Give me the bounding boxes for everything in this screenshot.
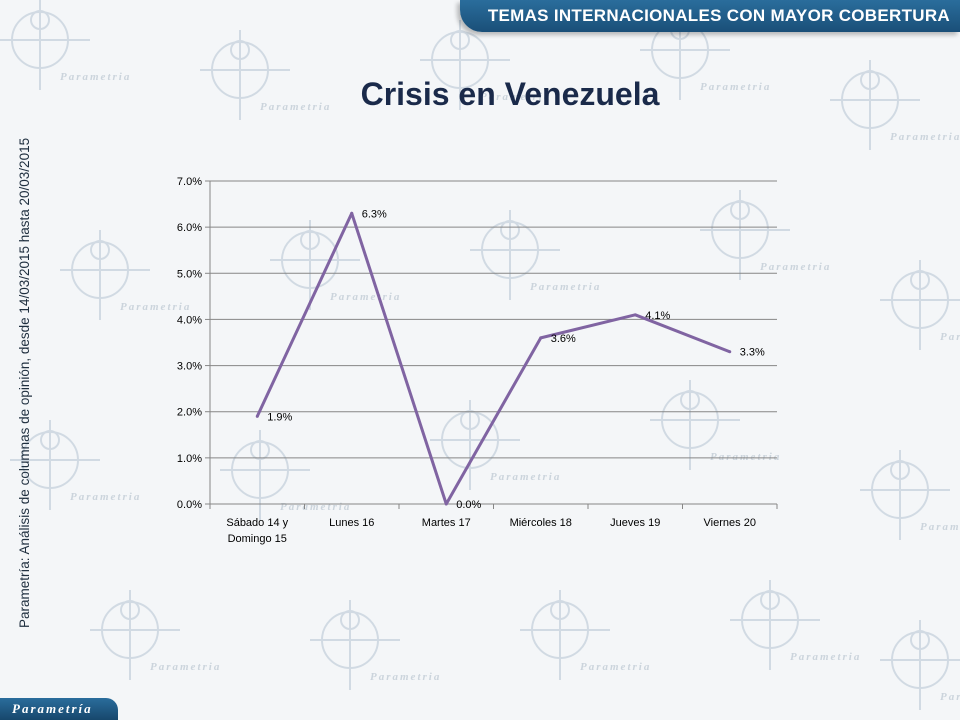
svg-text:Parametria: Parametria <box>580 661 651 673</box>
watermark-tile: Parametria <box>880 620 960 710</box>
svg-text:Parametria: Parametria <box>940 691 960 703</box>
y-tick-label: 6.0% <box>177 222 202 234</box>
x-tick-label-line: Sábado 14 y <box>226 517 288 529</box>
svg-text:Parametria: Parametria <box>710 451 781 463</box>
page-title: Crisis en Venezuela <box>360 76 660 112</box>
watermark-tile: Parametria <box>830 60 960 150</box>
x-tick-label: Lunes 16 <box>329 517 374 529</box>
x-tick-label-line: Martes 17 <box>422 517 471 529</box>
svg-text:Parametria: Parametria <box>490 471 561 483</box>
y-tick-label: 3.0% <box>177 361 202 373</box>
axes <box>205 180 778 509</box>
y-tick-label: 0.0% <box>177 499 202 511</box>
x-tick-label: Miércoles 18 <box>510 517 572 529</box>
svg-text:Parametria: Parametria <box>920 521 960 533</box>
watermark-tile: Parametria <box>0 0 131 90</box>
data-label: 3.6% <box>551 333 576 345</box>
data-label: 3.3% <box>740 347 765 359</box>
series-line <box>255 211 731 506</box>
x-tick-label-line: Domingo 15 <box>228 533 287 545</box>
y-tick-label: 2.0% <box>177 407 202 419</box>
data-label: 0.0% <box>456 499 481 511</box>
x-tick-label: Jueves 19 <box>610 517 660 529</box>
svg-text:Parametria: Parametria <box>480 91 551 103</box>
x-tick-label-line: Jueves 19 <box>610 517 660 529</box>
y-tick-label: 7.0% <box>177 176 202 188</box>
watermark-tile: Parametria <box>270 220 401 310</box>
svg-text:Parametria: Parametria <box>70 491 141 503</box>
series-layer <box>255 211 732 506</box>
data-labels: 1.9% 6.3% 0.0% 3.6% 4.1% 3.3% <box>267 208 765 511</box>
section-banner: TEMAS INTERNACIONALES CON MAYOR COBERTUR… <box>460 0 960 32</box>
watermark-tile: Parametria <box>860 450 960 540</box>
watermark-tile: Parametria <box>60 230 191 320</box>
svg-text:Parametria: Parametria <box>760 261 831 273</box>
x-tick-label: Sábado 14 y Domingo 15 <box>226 517 288 545</box>
svg-text:Parametria: Parametria <box>60 71 131 83</box>
data-point <box>444 502 448 506</box>
svg-text:Parametria: Parametria <box>790 651 861 663</box>
x-tick-label-line: Viernes 20 <box>704 517 756 529</box>
x-tick-label: Martes 17 <box>422 517 471 529</box>
x-tick-label-line: Miércoles 18 <box>510 517 572 529</box>
data-point <box>633 313 637 317</box>
tick-labels: 0.0% 1.0% 2.0% 3.0% 4.0% 5.0% 6.0% 7.0% Sábado 1… <box>177 176 756 545</box>
data-point <box>539 336 543 340</box>
parametria-logo: Parametría <box>0 698 118 720</box>
svg-text:Parametria: Parametria <box>530 281 601 293</box>
x-tick-label: Viernes 20 <box>704 517 756 529</box>
watermark-tile: Parametria <box>420 20 551 110</box>
watermark-tile: Parametria <box>650 380 781 470</box>
watermark-tile: Parametria <box>470 210 601 300</box>
watermark-tile: Parametria <box>700 190 831 280</box>
svg-text:Parametria: Parametria <box>120 301 191 313</box>
svg-text:Parametria: Parametria <box>260 101 331 113</box>
watermark-tile: Parametria <box>880 260 960 350</box>
data-label: 1.9% <box>267 411 292 423</box>
data-label: 6.3% <box>362 208 387 220</box>
y-tick-label: 1.0% <box>177 453 202 465</box>
watermark-tile: Parametria <box>90 590 221 680</box>
svg-text:Parametria: Parametria <box>890 131 960 143</box>
data-point <box>728 350 732 354</box>
svg-text:Parametria: Parametria <box>700 81 771 93</box>
watermark-tile: Parametria <box>520 590 651 680</box>
x-tick-label-line: Lunes 16 <box>329 517 374 529</box>
watermark-tile: Parametria <box>310 600 441 690</box>
gridlines <box>210 180 777 459</box>
y-tick-label: 4.0% <box>177 314 202 326</box>
watermark-tile: Parametria <box>730 580 861 670</box>
data-label: 4.1% <box>645 310 670 322</box>
svg-text:Parametria: Parametria <box>150 661 221 673</box>
watermark-tile: Parametria <box>10 420 141 510</box>
y-tick-label: 5.0% <box>177 268 202 280</box>
data-point <box>350 211 354 215</box>
data-point <box>255 414 259 418</box>
watermark-tile: Parametria <box>200 30 331 120</box>
svg-text:Parametria: Parametria <box>370 671 441 683</box>
svg-text:Parametria: Parametria <box>940 331 960 343</box>
svg-text:Parametria: Parametria <box>330 291 401 303</box>
